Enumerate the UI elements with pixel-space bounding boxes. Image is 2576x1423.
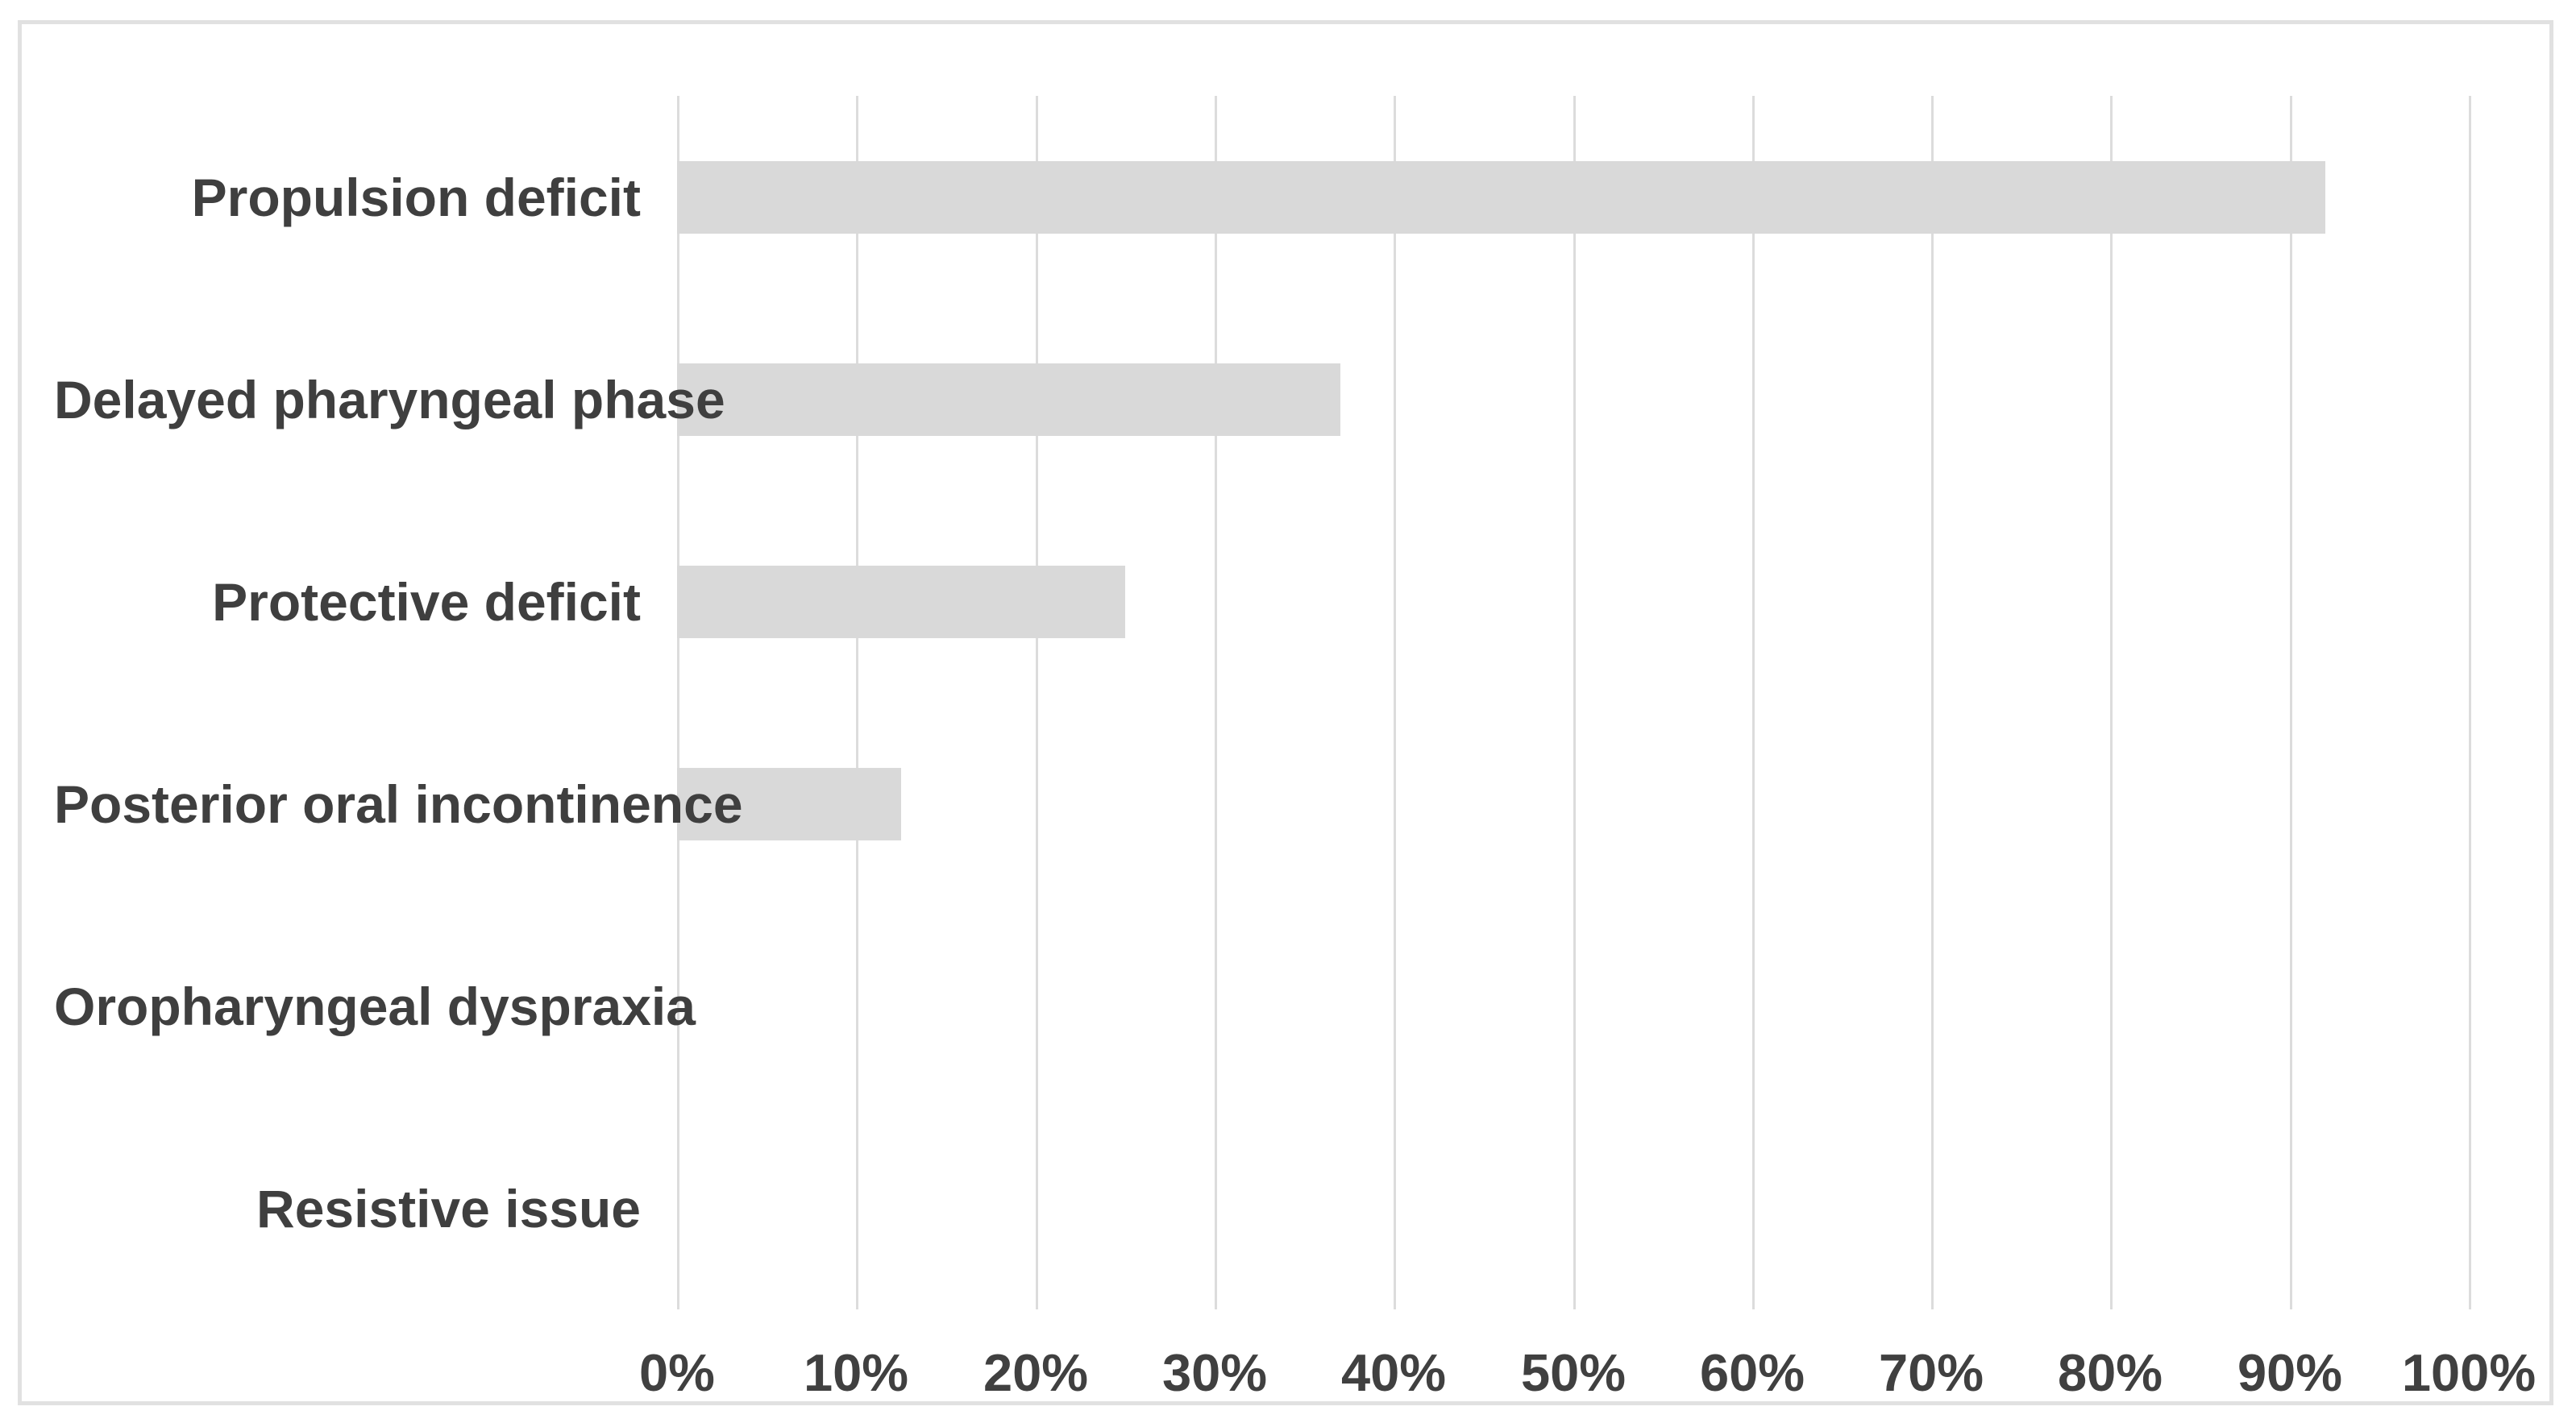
- category-label-protective-deficit: Protective deficit: [212, 572, 641, 632]
- category-label-delayed-pharyngeal-phase: Delayed pharyngeal phase: [54, 370, 725, 429]
- gridline-80-: [2110, 96, 2113, 1309]
- x-tick-label-0-: 0%: [639, 1343, 715, 1402]
- plot-area: [677, 96, 2471, 1309]
- gridline-0-: [677, 96, 679, 1309]
- gridline-30-: [1215, 96, 1217, 1309]
- gridline-90-: [2290, 96, 2292, 1309]
- x-tick-label-50-: 50%: [1520, 1343, 1627, 1402]
- x-tick-label-60-: 60%: [1699, 1343, 1805, 1402]
- category-label-propulsion-deficit: Propulsion deficit: [191, 168, 641, 227]
- gridline-70-: [1931, 96, 1934, 1309]
- x-tick-label-10-: 10%: [803, 1343, 909, 1402]
- category-label-oropharyngeal-dyspraxia: Oropharyngeal dyspraxia: [54, 977, 696, 1036]
- gridline-20-: [1036, 96, 1038, 1309]
- category-label-resistive-issue: Resistive issue: [256, 1179, 641, 1238]
- gridline-100-: [2469, 96, 2471, 1309]
- chart-container: Propulsion deficit Delayed pharyngeal pha…: [18, 20, 2553, 1405]
- gridline-50-: [1573, 96, 1576, 1309]
- x-tick-label-90-: 90%: [2237, 1343, 2343, 1402]
- x-tick-label-80-: 80%: [2057, 1343, 2163, 1402]
- gridline-40-: [1394, 96, 1396, 1309]
- x-tick-label-70-: 70%: [1878, 1343, 1984, 1402]
- bar-protective-deficit: [677, 566, 1125, 638]
- gridline-10-: [856, 96, 858, 1309]
- bar-propulsion-deficit: [677, 161, 2325, 234]
- bar-delayed-pharyngeal-phase: [677, 363, 1340, 436]
- bar-posterior-oral-incontinence: [677, 768, 901, 840]
- x-tick-label-20-: 20%: [983, 1343, 1089, 1402]
- gridline-60-: [1752, 96, 1755, 1309]
- category-label-posterior-oral-incontinence: Posterior oral incontinence: [54, 774, 743, 834]
- x-tick-label-100-: 100%: [2401, 1343, 2537, 1402]
- x-tick-label-40-: 40%: [1340, 1343, 1447, 1402]
- x-tick-label-30-: 30%: [1161, 1343, 1268, 1402]
